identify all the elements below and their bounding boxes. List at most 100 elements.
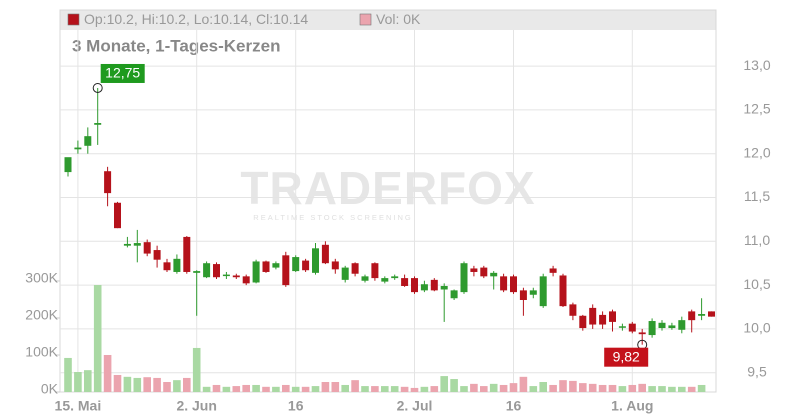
- volume-bar: [173, 380, 181, 392]
- volume-bar: [163, 382, 171, 392]
- x-tick-label: 16: [506, 398, 522, 414]
- volume-bar: [113, 374, 122, 392]
- candle-body: [628, 323, 636, 332]
- candle-body: [173, 258, 181, 272]
- volume-bar: [262, 386, 270, 392]
- candle-body: [430, 279, 438, 291]
- candle-body: [569, 304, 577, 316]
- candle-body: [480, 267, 488, 277]
- candle-body: [470, 268, 478, 272]
- volume-bar: [697, 384, 706, 392]
- volume-bar: [400, 386, 409, 392]
- volume-bar: [569, 380, 577, 392]
- volume-bar: [74, 372, 82, 392]
- volume-bar: [529, 386, 538, 392]
- volume-bar: [549, 384, 557, 392]
- volume-bar: [440, 376, 448, 392]
- candle-body: [658, 322, 666, 329]
- volume-bar: [183, 377, 191, 392]
- volume-bar: [618, 386, 627, 392]
- candle-body: [341, 267, 349, 280]
- volume-bar: [123, 376, 132, 392]
- candle-body: [84, 136, 92, 146]
- y2-tick-label: 0K: [41, 381, 59, 397]
- candle-body: [232, 275, 240, 278]
- candle-body: [500, 276, 508, 291]
- volume-bar: [460, 386, 468, 392]
- candle-body: [420, 284, 428, 291]
- volume-bar: [331, 382, 340, 392]
- y-tick-label: 12,5: [743, 101, 770, 117]
- volume-bar: [381, 386, 389, 392]
- volume-bar: [272, 386, 280, 392]
- volume-bar: [420, 386, 429, 392]
- volume-bar: [519, 376, 528, 392]
- volume-bar: [202, 386, 211, 392]
- volume-bar: [103, 354, 112, 392]
- volume-bar: [638, 383, 646, 392]
- candle-body: [133, 243, 141, 246]
- candle-body: [549, 268, 557, 273]
- candle-body: [203, 263, 211, 278]
- y-tick-label: 13,0: [743, 57, 770, 73]
- volume-bar: [133, 377, 142, 392]
- y2-tick-label: 200K: [25, 307, 58, 323]
- candle-body: [440, 285, 448, 290]
- candle-body: [183, 236, 191, 272]
- candle-body: [529, 290, 537, 295]
- candle-body: [579, 315, 587, 329]
- candle-body: [698, 314, 706, 316]
- y-tick-label: 10,0: [743, 320, 770, 336]
- candle-body: [123, 243, 131, 246]
- candle-body: [242, 276, 250, 284]
- annotation-box: [604, 347, 649, 367]
- candle-body: [153, 250, 161, 260]
- volume-bar: [371, 386, 379, 392]
- volume-bar: [212, 384, 221, 392]
- volume-bar: [361, 386, 369, 392]
- candle-body: [638, 332, 646, 335]
- candle-body: [490, 272, 498, 277]
- legend-label: Vol: 0K: [376, 11, 421, 27]
- candle-body: [193, 271, 201, 273]
- candle-body: [391, 276, 399, 279]
- volume-bar: [143, 377, 151, 392]
- candle-body: [351, 263, 359, 274]
- volume-bar: [608, 384, 617, 392]
- candle-body: [688, 311, 696, 321]
- subtitle: 3 Monate, 1-Tages-Kerzen: [72, 36, 280, 55]
- volume-bar: [232, 386, 241, 392]
- y2-tick-label: 100K: [25, 344, 58, 360]
- volume-bar: [64, 357, 72, 392]
- candle-body: [143, 242, 151, 254]
- watermark: TRADERFOX: [240, 162, 535, 214]
- y2-tick-label: 300K: [25, 270, 58, 286]
- volume-bar: [579, 383, 587, 392]
- y-tick-label: 11,0: [744, 232, 770, 248]
- legend-swatch: [67, 13, 80, 26]
- y-tick-label: 10,5: [743, 276, 770, 292]
- candle-body: [510, 276, 517, 293]
- candle-body: [371, 263, 379, 279]
- candle-body: [64, 157, 72, 173]
- volume-bar: [480, 386, 488, 392]
- volume-bar: [93, 285, 102, 392]
- y-tick-label: 9,5: [747, 363, 767, 379]
- volume-bar: [588, 383, 597, 392]
- volume-bar: [252, 384, 260, 392]
- candle-body: [708, 311, 715, 317]
- candle-body: [292, 257, 300, 272]
- volume-bar: [687, 386, 696, 392]
- candle-body: [163, 262, 171, 271]
- annotation-label: 9,82: [613, 348, 640, 364]
- volume-bar: [341, 384, 349, 392]
- legend-label: Op:10.2, Hi:10.2, Lo:10.14, Cl:10.14: [84, 11, 308, 27]
- candle-body: [668, 325, 676, 329]
- candle-body: [94, 123, 102, 125]
- volume-bar: [509, 383, 518, 392]
- extreme-marker: [92, 82, 103, 93]
- candle-body: [450, 290, 458, 299]
- x-tick-label: 15. Mai: [55, 398, 102, 414]
- volume-bar: [282, 384, 290, 392]
